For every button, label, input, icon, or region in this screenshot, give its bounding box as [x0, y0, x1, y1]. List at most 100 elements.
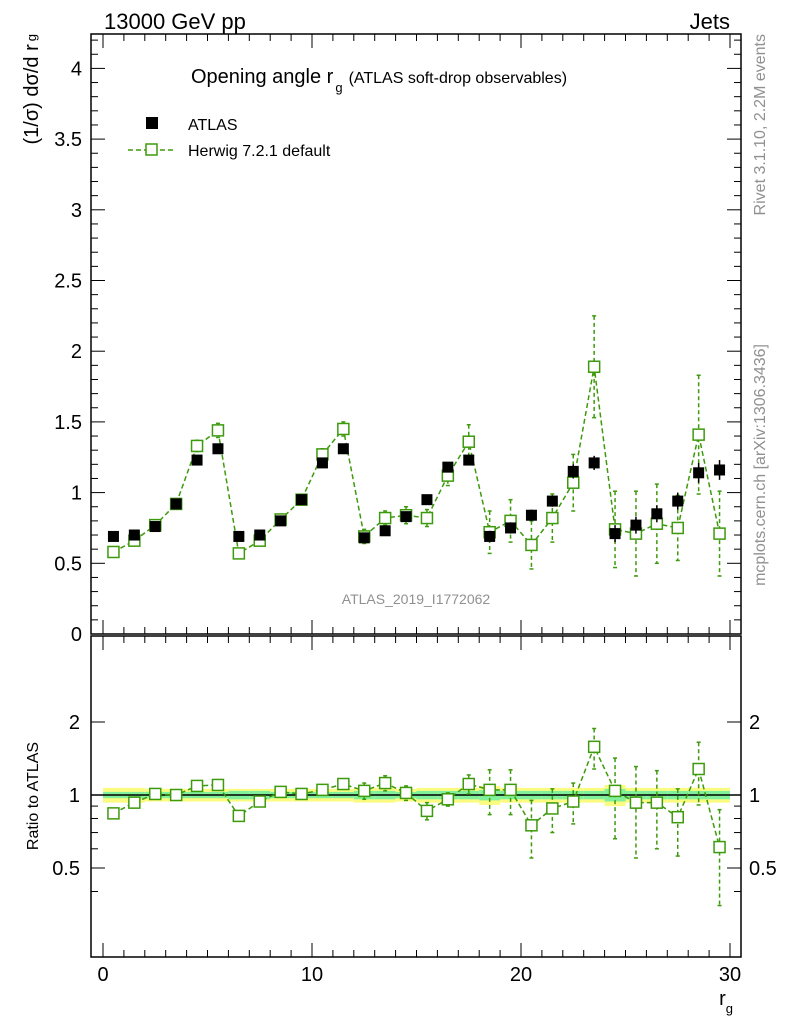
ratio-point — [567, 795, 580, 808]
main-y-tick-label: 3.5 — [54, 129, 82, 151]
data-point — [170, 498, 182, 510]
ratio-point — [546, 802, 559, 815]
data-point — [693, 467, 705, 479]
x-tick-label: 20 — [510, 964, 532, 986]
data-point — [233, 530, 245, 542]
ratio-y-tick-label-right: 0.5 — [749, 858, 777, 880]
x-tick-label: 30 — [719, 964, 741, 986]
data-point — [107, 530, 119, 542]
x-tick-label: 0 — [97, 964, 108, 986]
ratio-y-tick-label: 1 — [69, 785, 80, 807]
data-point — [463, 454, 475, 466]
mc-point — [587, 360, 601, 374]
main-y-tick-label: 2.5 — [54, 271, 82, 293]
legend-mc-marker — [145, 143, 158, 156]
ratio-point — [211, 778, 225, 792]
main-y-tick-labels: 0 0.5 1 1.5 2 2.5 3 3.5 4 — [54, 58, 82, 646]
data-point — [296, 494, 308, 506]
mc-point — [211, 424, 225, 437]
ratio-point — [378, 776, 392, 790]
ratio-frame — [90, 635, 742, 958]
rivet-version-text: Rivet 3.1.10, 2.2M events — [752, 34, 769, 215]
ratio-point — [629, 796, 643, 809]
mc-point — [546, 511, 559, 525]
data-point — [630, 519, 642, 531]
ratio-point — [295, 787, 308, 801]
ratio-point — [274, 785, 287, 799]
legend-data-marker — [146, 117, 158, 129]
ratio-y-tick-labels: 0.5 0.5 1 1 2 2 — [52, 712, 777, 880]
mc-series-line — [113, 366, 721, 555]
main-y-tick-label: 0 — [71, 624, 82, 646]
ratio-point — [232, 809, 246, 823]
data-point — [254, 529, 266, 541]
main-axis-ticks — [91, 34, 741, 635]
data-point — [379, 525, 391, 537]
ratio-point — [483, 783, 496, 797]
ratio-point — [441, 793, 455, 806]
ratio-point — [128, 796, 141, 809]
data-point — [400, 511, 412, 523]
ratio-y-axis-label: Ratio to ATLAS — [25, 742, 42, 850]
data-point — [672, 495, 684, 507]
main-y-axis-label: (1/σ) dσ/d rg — [21, 34, 43, 145]
data-point — [546, 495, 558, 507]
data-point — [421, 494, 433, 506]
ratio-point — [420, 804, 434, 818]
ratio-point — [316, 783, 329, 797]
mc-series-points — [107, 315, 726, 577]
data-point — [316, 457, 328, 469]
mc-point — [567, 476, 580, 489]
ratio-mc-points — [107, 727, 726, 907]
legend-data-label: ATLAS — [188, 117, 238, 134]
mc-point — [525, 538, 538, 552]
ratio-point — [650, 796, 664, 809]
main-y-tick-label: 3 — [71, 200, 82, 222]
data-point — [358, 532, 370, 544]
x-tick-labels: 0 10 20 30 — [97, 964, 741, 986]
data-point — [609, 528, 621, 540]
mc-point — [337, 422, 350, 436]
data-point — [484, 530, 496, 542]
data-point — [525, 509, 537, 521]
ratio-y-tick-label-right: 1 — [749, 785, 760, 807]
data-series-points — [107, 443, 726, 544]
main-y-tick-label: 1.5 — [54, 412, 82, 434]
data-point — [212, 443, 224, 455]
mc-point — [232, 547, 246, 560]
mcplots-site-text: mcplots.cern.ch [arXiv:1306.3436] — [752, 344, 769, 586]
ratio-point — [169, 788, 183, 802]
legend: ATLAS Herwig 7.2.1 default — [128, 117, 331, 160]
x-tick-label: 10 — [301, 964, 323, 986]
mc-point — [378, 511, 392, 525]
header-right: Jets — [690, 9, 730, 34]
data-point — [337, 443, 349, 455]
ratio-point — [358, 784, 371, 798]
header-left: 13000 GeV pp — [104, 9, 246, 34]
ratio-y-tick-label: 2 — [69, 712, 80, 734]
mc-point — [713, 527, 726, 540]
ratio-point — [253, 795, 266, 808]
ratio-point — [190, 779, 204, 793]
ratio-point — [107, 807, 120, 820]
x-axis-label: rg — [719, 988, 733, 1016]
main-y-tick-label: 1 — [71, 483, 82, 505]
ratio-point — [337, 777, 350, 791]
data-point — [651, 508, 663, 520]
ratio-point — [692, 762, 705, 776]
ratio-point — [504, 783, 517, 797]
mc-point — [671, 521, 684, 535]
ratio-point — [587, 740, 601, 754]
data-point — [149, 521, 161, 533]
legend-mc-label: Herwig 7.2.1 default — [188, 143, 331, 160]
main-y-tick-label: 4 — [71, 58, 82, 80]
ratio-point — [525, 819, 538, 832]
main-panel: 0 0.5 1 1.5 2 2.5 3 3.5 4 Opening angle r g(ATLAS… — [21, 33, 742, 646]
data-point — [567, 465, 579, 477]
ratio-axis-ticks — [91, 636, 741, 957]
data-point — [191, 454, 203, 466]
data-point — [588, 457, 600, 469]
ratio-point — [713, 840, 726, 854]
mc-point — [107, 545, 120, 559]
